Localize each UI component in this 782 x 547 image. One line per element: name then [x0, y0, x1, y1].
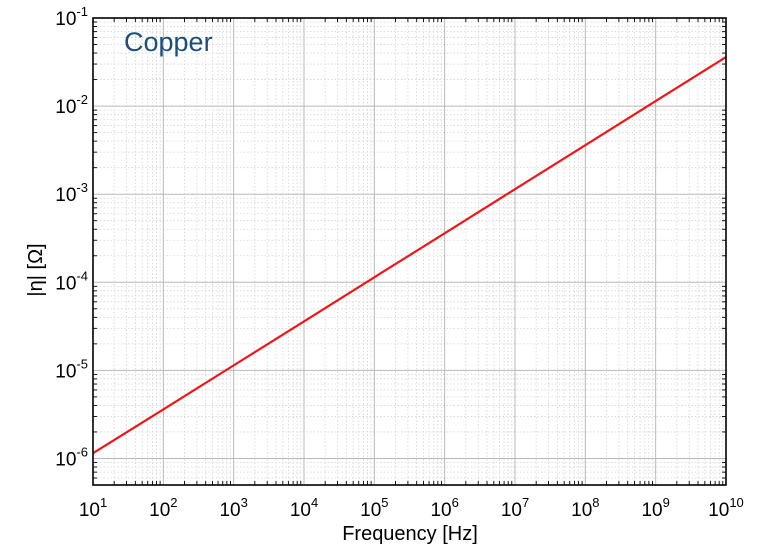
- x-tick-label: 105: [360, 495, 388, 521]
- x-tick-label: 107: [501, 495, 529, 521]
- x-tick-label: 101: [79, 495, 107, 521]
- y-axis-label: |η| [Ω]: [25, 243, 47, 296]
- series-line-0: [92, 56, 727, 455]
- minor-grid: [93, 18, 726, 486]
- annotation-copper: Copper: [124, 27, 213, 57]
- x-tick-label: 109: [641, 495, 669, 521]
- y-tick-label: 10-5: [55, 356, 88, 382]
- y-tick-label: 10-4: [55, 268, 88, 294]
- y-tick-label: 10-6: [55, 444, 88, 470]
- x-tick-labels: 101 102 103 104 105 106 107 108 109 1010: [79, 495, 744, 521]
- x-axis-label: Frequency [Hz]: [342, 523, 478, 545]
- x-tick-label: 103: [219, 495, 247, 521]
- y-tick-labels: 10-6 10-5 10-4 10-3 10-2 10-1: [55, 4, 88, 470]
- plot-frame: [92, 17, 727, 486]
- x-tick-label: 106: [430, 495, 458, 521]
- plot-background: [93, 18, 726, 485]
- x-tick-label: 102: [149, 495, 177, 521]
- y-tick-label: 10-3: [55, 180, 88, 206]
- major-grid: [92, 18, 726, 485]
- x-tick-label: 104: [290, 495, 318, 521]
- series-layer: [92, 56, 727, 455]
- y-tick-label: 10-1: [55, 4, 88, 30]
- y-tick-label: 10-2: [55, 92, 88, 118]
- x-tick-label: 108: [571, 495, 599, 521]
- x-tick-label: 1010: [708, 495, 744, 521]
